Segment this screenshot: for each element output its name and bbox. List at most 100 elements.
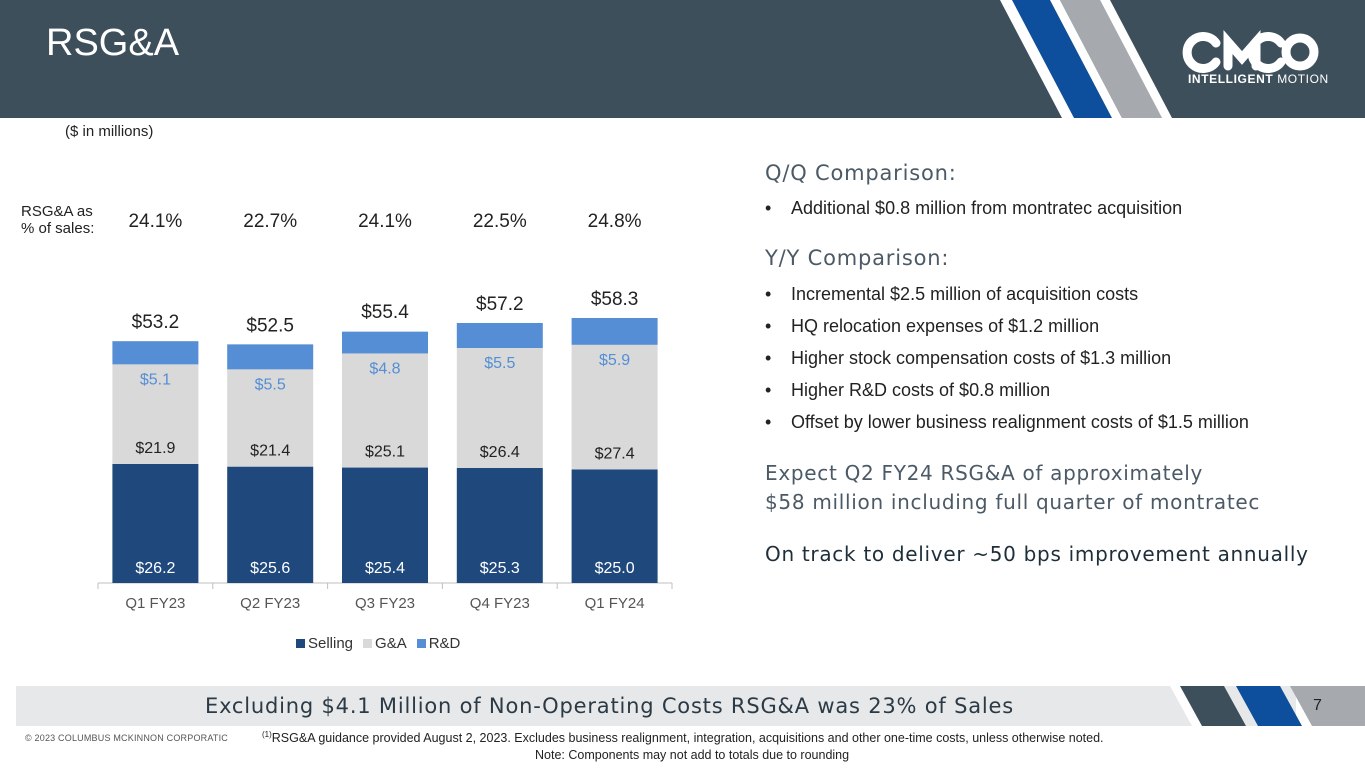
data-label: $5.5: [484, 355, 515, 372]
legend-item: G&A: [363, 635, 407, 652]
footnote: (1)RSG&A guidance provided August 2, 202…: [262, 730, 1104, 745]
data-label: $25.1: [365, 444, 405, 461]
summary-banner: [16, 686, 1296, 726]
units-note: ($ in millions): [65, 123, 154, 140]
logo-tagline-bold: INTELLIGENT: [1188, 72, 1274, 86]
bar-segment-rd: [456, 323, 543, 348]
bullet-marker: •: [765, 284, 772, 304]
bar-segment-rd: [112, 341, 199, 365]
ratio-label-line1: RSG&A as: [21, 203, 93, 220]
data-label: $5.9: [599, 352, 630, 369]
ratio-value: 24.8%: [587, 211, 642, 232]
legend-item: Selling: [296, 635, 353, 652]
total-label: $58.3: [591, 289, 639, 310]
header-stripe-blue: [1012, 0, 1112, 118]
header-stripe-white-3: [1100, 0, 1172, 118]
ratio-value: 24.1%: [358, 211, 412, 232]
bullet-text: Incremental $2.5 million of acquisition …: [791, 284, 1139, 304]
data-label: $25.6: [250, 560, 290, 577]
logo-tagline: INTELLIGENT MOTION: [1188, 72, 1329, 86]
cmco-logo-mark: [1182, 30, 1319, 73]
total-label: $53.2: [132, 312, 180, 333]
bullet-text: Offset by lower business realignment cos…: [791, 412, 1249, 432]
bar-segment-ga: [112, 364, 199, 464]
chart-legend: Selling G&A R&D: [296, 635, 460, 652]
legend-label: G&A: [375, 635, 407, 652]
data-label: $27.4: [595, 445, 635, 462]
data-label: $26.2: [135, 560, 175, 577]
bullet-text: Higher R&D costs of $0.8 million: [791, 380, 1051, 400]
total-label: $55.4: [361, 302, 409, 323]
bar-segment-ga: [571, 344, 658, 470]
legend-swatch: [363, 639, 373, 648]
data-label: $25.4: [365, 560, 405, 577]
footnote-text: RSG&A guidance provided August 2, 2023. …: [271, 731, 1104, 746]
ratio-value: 22.7%: [243, 211, 298, 232]
bullet-marker: •: [765, 412, 772, 432]
bar-segment-rd: [227, 344, 314, 370]
data-label: $21.4: [250, 443, 290, 460]
bar-segment-selling: [456, 468, 543, 583]
logo-tagline-light: MOTION: [1277, 72, 1329, 86]
category-tick-label: Q3 FY23: [355, 595, 415, 612]
qq-bullet: • Additional $0.8 million from montratec …: [765, 198, 1182, 219]
banner-text: Excluding $4.1 Million of Non-Operating …: [205, 694, 1014, 718]
bar-segment-rd: [571, 318, 658, 345]
bullet-marker: •: [765, 316, 772, 336]
rounding-note: Note: Components may not add to totals d…: [535, 748, 850, 762]
legend-swatch: [296, 639, 305, 648]
yy-bullet: • HQ relocation expenses of $1.2 million: [765, 316, 1099, 337]
legend-label: Selling: [308, 635, 354, 652]
bullet-text: Additional $0.8 million from montratec a…: [791, 198, 1183, 218]
page-title: RSG&A: [46, 22, 180, 64]
yy-bullet: • Offset by lower business realignment co…: [765, 412, 1249, 433]
bar-segment-ga: [342, 353, 428, 468]
ratio-label-line2: % of sales:: [21, 220, 95, 237]
ratio-value: 24.1%: [128, 211, 183, 232]
yy-bullet: • Higher stock compensation costs of $1.3…: [765, 348, 1171, 369]
data-label: $5.1: [140, 371, 171, 388]
bar-segment-rd: [342, 331, 428, 354]
legend-item: R&D: [416, 635, 461, 652]
banner-block-blue: [1236, 686, 1302, 726]
ratio-value: 22.5%: [472, 211, 527, 232]
bar-segment-selling: [342, 467, 428, 583]
banner-block-slate: [1180, 686, 1246, 726]
data-label: $26.4: [480, 444, 520, 461]
header-stripe-white-2: [1050, 0, 1122, 118]
banner-decoration: [1170, 686, 1365, 726]
yy-bullet: • Higher R&D costs of $0.8 million: [765, 380, 1050, 401]
total-label: $57.2: [476, 294, 524, 315]
yy-heading: Y/Y Comparison:: [765, 246, 950, 270]
category-tick-label: Q1 FY24: [585, 595, 645, 612]
bullet-marker: •: [765, 380, 772, 400]
total-label: $52.5: [246, 315, 294, 336]
footnote-mark: (1): [262, 730, 272, 739]
bar-segment-selling: [227, 466, 314, 583]
data-label: $5.5: [255, 376, 286, 393]
bullet-text: HQ relocation expenses of $1.2 million: [791, 316, 1100, 336]
legend-swatch: [416, 639, 426, 648]
legend-label: R&D: [428, 635, 461, 652]
stacked-bar-chart: $26.2 $21.9 $5.1 $53.2 Q1 FY23 $25.6 $21.4 $5.5…: [97, 289, 673, 612]
ratio-row-label: RSG&A as % of sales:: [21, 203, 94, 237]
bar-segment-ga: [227, 369, 314, 467]
bullet-marker: •: [765, 198, 772, 218]
bullet-marker: •: [765, 348, 772, 368]
data-label: $25.0: [595, 560, 635, 577]
category-tick-label: Q1 FY23: [125, 595, 185, 612]
data-label: $4.8: [369, 360, 400, 377]
qq-heading: Q/Q Comparison:: [765, 161, 957, 185]
bar-segment-selling: [571, 469, 658, 583]
page-number: 7: [1313, 697, 1322, 714]
bar-segment-selling: [112, 463, 199, 583]
data-label: $21.9: [135, 440, 175, 457]
guidance-line2: $58 million including full quarter of mo…: [765, 490, 1261, 514]
copyright: © 2023 COLUMBUS MCKINNON CORPORATIC: [25, 733, 228, 743]
category-tick-label: Q2 FY23: [240, 595, 300, 612]
banner-block-gray: [1290, 686, 1365, 726]
bar-segment-ga: [456, 348, 543, 468]
guidance-line1: Expect Q2 FY24 RSG&A of approximately: [765, 461, 1203, 485]
yy-bullet: • Incremental $2.5 million of acquisition…: [765, 284, 1138, 305]
on-track-text: On track to deliver ~50 bps improvement …: [765, 542, 1309, 566]
